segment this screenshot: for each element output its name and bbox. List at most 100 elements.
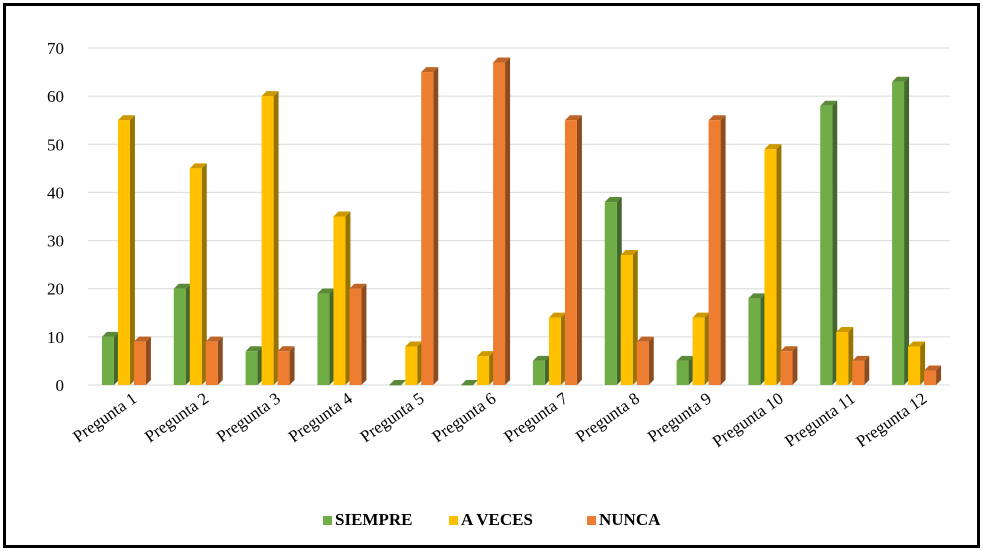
legend: SIEMPRE A VECES NUNCA	[323, 510, 661, 529]
bar-top	[173, 283, 191, 289]
bar-side	[185, 283, 191, 385]
bar-nunca	[349, 283, 367, 385]
bar-side	[720, 115, 726, 385]
bar-front	[564, 120, 577, 385]
bar-front	[405, 346, 418, 385]
bar-side	[936, 365, 942, 385]
bar-siempre	[461, 380, 479, 386]
bar-side	[648, 336, 654, 385]
legend-swatch	[323, 516, 332, 525]
bar-top	[892, 76, 910, 82]
bar-nunca	[205, 336, 223, 385]
y-tick-label: 20	[47, 280, 64, 299]
bar-front	[908, 346, 921, 385]
bar-front	[117, 120, 130, 385]
bar-siempre	[317, 288, 335, 385]
bar-front	[620, 255, 633, 385]
legend-item-a-veces: A VECES	[449, 510, 533, 529]
legend-swatch	[449, 516, 458, 525]
y-axis-ticks: 0 10 20 30 40 50 60 70	[47, 39, 64, 395]
bar-siempre	[820, 100, 838, 386]
bar-a-veces	[405, 341, 423, 385]
bar-a-veces	[117, 115, 135, 385]
bar-nunca	[708, 115, 726, 385]
bar-nunca	[780, 346, 798, 385]
bar-top	[620, 250, 638, 256]
bar-a-veces	[261, 91, 279, 386]
bar-top	[676, 355, 694, 361]
bar-top	[101, 331, 119, 337]
bar-a-veces	[548, 312, 566, 385]
bar-top	[836, 327, 854, 333]
chart-frame	[3, 3, 980, 548]
bar-siempre	[676, 355, 694, 385]
bar-top	[908, 341, 926, 347]
bar-side	[904, 76, 910, 385]
bar-top	[564, 115, 582, 121]
bar-top	[317, 288, 335, 294]
bar-side	[345, 211, 351, 385]
bar-side	[616, 197, 622, 385]
bar-front	[277, 351, 290, 385]
x-tick-label: Pregunta 9	[644, 389, 715, 447]
gridlines	[88, 47, 950, 386]
bar-side	[920, 341, 926, 385]
x-tick-label: Pregunta 1	[69, 389, 140, 447]
bar-top	[117, 115, 135, 121]
bar-top	[461, 380, 479, 385]
bar-a-veces	[333, 211, 351, 385]
bar-top	[261, 91, 279, 97]
bar-top	[924, 365, 942, 371]
bar-top	[277, 346, 295, 352]
x-tick-label: Pregunta 6	[429, 389, 500, 447]
bar-front	[636, 341, 649, 385]
y-tick-label: 50	[47, 135, 64, 154]
x-tick-label: Pregunta 2	[141, 389, 212, 447]
bar-top	[333, 211, 351, 217]
bar-siempre	[101, 331, 119, 385]
bar-nunca	[421, 67, 439, 386]
bar-side	[129, 115, 135, 385]
bar-front	[532, 360, 545, 385]
bar-side	[201, 163, 207, 385]
bar-front	[349, 288, 362, 385]
bar-side	[257, 346, 263, 385]
x-tick-label: Pregunta 4	[285, 388, 356, 446]
bar-side	[417, 341, 423, 385]
legend-label: SIEMPRE	[335, 510, 412, 529]
bar-side	[289, 346, 295, 385]
bar-front	[205, 341, 218, 385]
bar-a-veces	[764, 144, 782, 385]
bar-front	[852, 360, 865, 385]
bar-side	[760, 293, 766, 385]
bar-side	[576, 115, 582, 385]
bar-a-veces	[477, 351, 495, 385]
bar-front	[892, 81, 905, 385]
y-tick-label: 70	[47, 39, 64, 58]
legend-label: NUNCA	[599, 510, 661, 529]
bar-front	[461, 385, 474, 386]
bar-top	[477, 351, 495, 357]
bar-siempre	[604, 197, 622, 385]
legend-label: A VECES	[461, 510, 533, 529]
legend-swatch	[587, 516, 596, 525]
bar-front	[548, 317, 561, 385]
bar-siempre	[389, 380, 407, 386]
bar-front	[261, 96, 274, 386]
bar-side	[433, 67, 439, 386]
bar-front	[189, 168, 202, 385]
bar-front	[676, 360, 689, 385]
bar-side	[113, 331, 119, 385]
bar-side	[848, 327, 854, 385]
bar-front	[101, 336, 114, 385]
y-tick-label: 40	[47, 183, 64, 202]
bar-top	[852, 355, 870, 361]
x-tick-label: Pregunta 3	[213, 389, 284, 447]
bar-side	[505, 57, 511, 385]
bar-top	[405, 341, 423, 347]
bar-side	[832, 100, 838, 386]
bar-a-veces	[189, 163, 207, 385]
bar-front	[820, 105, 833, 386]
x-tick-label: Pregunta 10	[709, 389, 787, 451]
bar-nunca	[133, 336, 151, 385]
